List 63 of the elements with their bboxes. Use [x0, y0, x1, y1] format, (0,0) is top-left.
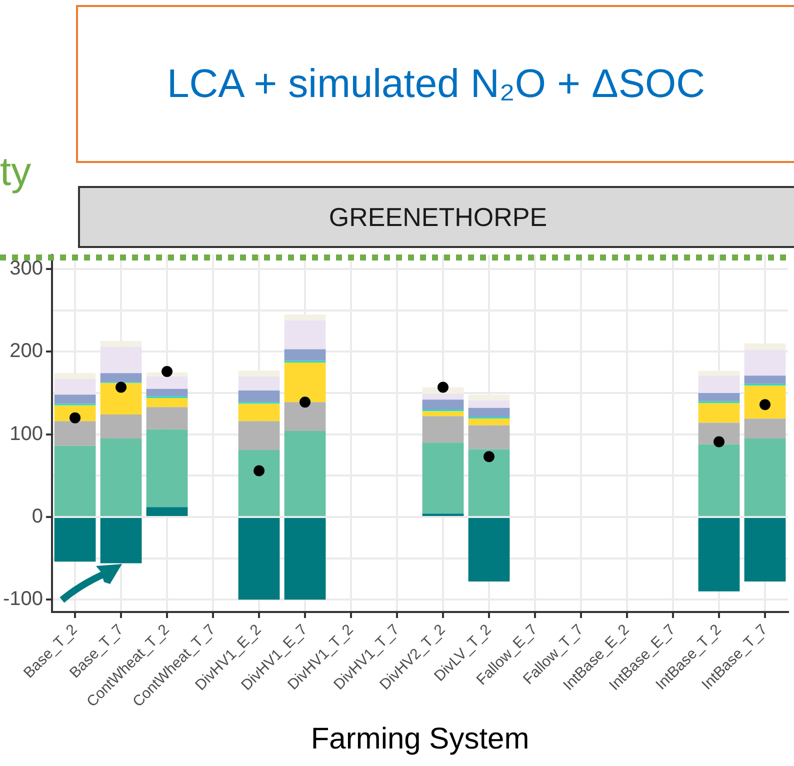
chart-title: LCA + simulated N₂O + ΔSOC: [76, 5, 794, 163]
bar: [284, 518, 326, 600]
bar: [100, 383, 142, 415]
bar: [744, 438, 786, 516]
x-axis-title: Farming System: [310, 722, 530, 756]
point: [162, 366, 173, 378]
bar: [468, 408, 510, 417]
bar: [744, 418, 786, 438]
bar: [744, 518, 786, 582]
bar: [744, 376, 786, 384]
bar: [284, 402, 326, 432]
bar: [54, 446, 96, 516]
y-tick-label: 100: [10, 422, 44, 445]
bar: [54, 518, 96, 562]
bar: [744, 386, 786, 419]
bar: [238, 450, 280, 516]
bar: [422, 411, 464, 416]
bar: [100, 438, 142, 516]
bar: [238, 376, 280, 391]
bar: [238, 390, 280, 402]
text: ty: [0, 150, 32, 195]
y-tick-label: 0: [32, 506, 44, 528]
point: [484, 451, 495, 462]
point: [116, 382, 127, 393]
bar: [54, 394, 96, 404]
point: [300, 396, 311, 408]
bar: [422, 416, 464, 443]
bar: [54, 421, 96, 446]
y-tick-label: 200: [10, 340, 44, 362]
bar: [284, 362, 326, 402]
bar: [468, 418, 510, 426]
bar: [422, 394, 464, 400]
chart-subtitle: GREENETHORPE: [78, 186, 794, 248]
bar: [146, 429, 188, 508]
bar: [698, 422, 740, 444]
bar: [238, 518, 280, 600]
y-tick-label: 300: [10, 258, 44, 280]
point: [254, 465, 265, 476]
bar: [146, 388, 188, 396]
point: [714, 436, 725, 448]
bar: [698, 518, 740, 592]
bar: [698, 393, 740, 402]
bar: [468, 449, 510, 516]
bar: [146, 376, 188, 389]
bar: [146, 398, 188, 408]
bar: [100, 373, 142, 382]
bar: [238, 421, 280, 450]
bar: [284, 320, 326, 350]
bar: [468, 425, 510, 450]
bar: [698, 444, 740, 516]
bar: [238, 404, 280, 422]
bar: [468, 518, 510, 582]
bar: [284, 349, 326, 361]
bar: [468, 400, 510, 408]
bar: [146, 407, 188, 430]
bar: [422, 442, 464, 514]
bar: [698, 402, 740, 423]
bar: [422, 400, 464, 410]
point: [438, 382, 449, 393]
y-tick-label: -100: [3, 588, 44, 610]
bar: [100, 414, 142, 438]
bar: [146, 507, 188, 516]
bar: [284, 431, 326, 516]
